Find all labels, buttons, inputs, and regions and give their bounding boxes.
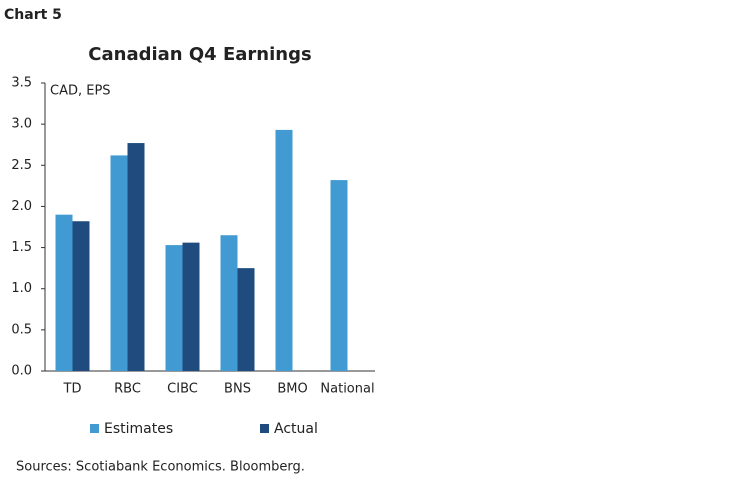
- bar: [72, 221, 90, 371]
- bar: [55, 214, 73, 371]
- x-tick-label: National: [320, 382, 374, 397]
- bar: [110, 155, 128, 371]
- y-tick-label: 2.0: [11, 199, 32, 214]
- bar: [165, 245, 183, 371]
- chart-title: Canadian Q4 Earnings: [88, 44, 311, 65]
- y-tick-label: 3.0: [11, 117, 32, 132]
- y-tick-label: 1.5: [11, 240, 32, 255]
- legend-swatch: [260, 424, 269, 433]
- legend-swatch: [90, 424, 99, 433]
- bar: [182, 242, 200, 371]
- legend-label: Actual: [274, 421, 318, 437]
- bar: [275, 129, 293, 371]
- bar: [330, 180, 348, 371]
- bar: [127, 143, 145, 371]
- unit-label: CAD, EPS: [50, 84, 111, 99]
- source: Sources: Scotiabank Economics. Bloomberg…: [16, 460, 305, 475]
- x-tick-label: RBC: [114, 382, 141, 397]
- bar: [237, 268, 255, 371]
- y-tick-label: 0.5: [11, 322, 32, 337]
- legend-label: Estimates: [104, 421, 173, 437]
- bar: [220, 235, 238, 371]
- x-tick-label: BNS: [224, 382, 251, 397]
- x-tick-label: TD: [63, 382, 82, 397]
- y-tick-label: 1.0: [11, 281, 32, 296]
- chart-label: Chart 5: [4, 7, 62, 23]
- y-tick-label: 0.0: [11, 364, 32, 379]
- y-tick-label: 2.5: [11, 158, 32, 173]
- x-tick-label: BMO: [277, 382, 307, 397]
- y-tick-label: 3.5: [11, 76, 32, 91]
- x-tick-label: CIBC: [167, 382, 198, 397]
